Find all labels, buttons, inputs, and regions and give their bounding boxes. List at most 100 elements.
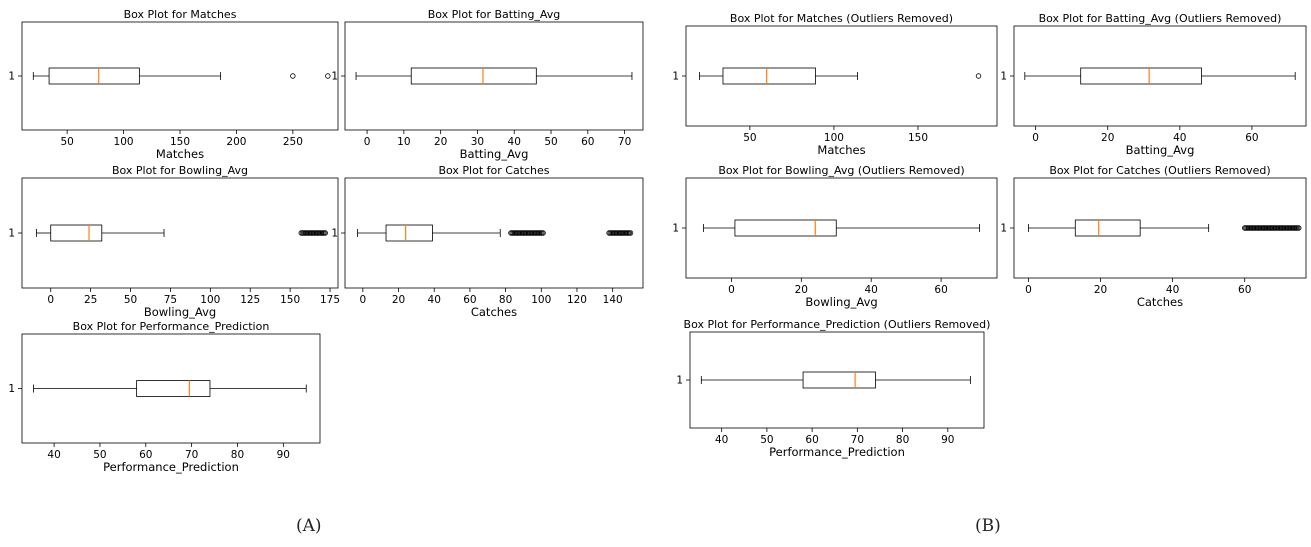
x-tick-label: 40	[715, 434, 728, 446]
x-tick-label: 100	[200, 294, 220, 306]
x-tick-label: 60	[805, 434, 818, 446]
iqr-box	[802, 371, 876, 389]
x-tick-label: 0	[360, 294, 367, 306]
x-tick-label: 60	[1238, 284, 1251, 296]
boxplot-4: Box Plot for Catches 1 0 20 40 60 80 100 120 140 C…	[331, 164, 644, 319]
x-axis-label: Catches	[1137, 295, 1183, 309]
x-tick-label: 40	[47, 449, 60, 461]
x-tick-label: 0	[1032, 132, 1039, 144]
x-tick-label: 0	[728, 284, 735, 296]
outlier-point	[322, 230, 328, 236]
iqr-box	[734, 219, 837, 237]
y-tick-label: 1	[331, 71, 338, 83]
chart-title: Box Plot for Batting_Avg (Outliers Remov…	[1039, 12, 1282, 25]
x-tick-label: 70	[851, 434, 864, 446]
x-axis-label: Bowling_Avg	[805, 295, 877, 309]
x-tick-label: 20	[392, 294, 405, 306]
panel-label-b: (B)	[975, 516, 1001, 536]
boxplot-3: Box Plot for Bowling_Avg 1 0 25 50 75 100 125 15…	[8, 164, 340, 319]
x-tick-label: 60	[581, 136, 594, 148]
x-tick-label: 50	[124, 294, 137, 306]
x-tick-label: 70	[618, 136, 631, 148]
y-tick-label: 1	[1000, 71, 1007, 83]
iqr-box	[410, 67, 537, 85]
x-tick-label: 60	[463, 294, 476, 306]
x-tick-label: 40	[428, 294, 441, 306]
boxplot-10: Box Plot for Performance_Prediction (Out…	[676, 318, 990, 459]
x-tick-label: 20	[1101, 132, 1114, 144]
boxplot-5: Box Plot for Performance_Prediction 1 40 50…	[8, 320, 321, 474]
x-tick-label: 150	[280, 294, 300, 306]
x-tick-label: 50	[60, 136, 73, 148]
chart-title: Box Plot for Performance_Prediction	[73, 320, 270, 333]
y-tick-label: 1	[331, 228, 338, 240]
outlier-point	[627, 230, 634, 236]
iqr-box	[48, 67, 140, 85]
x-tick-label: 100	[531, 294, 551, 306]
x-tick-label: 40	[1173, 132, 1186, 144]
iqr-box	[136, 380, 211, 397]
chart-title: Box Plot for Matches (Outliers Removed)	[730, 12, 953, 25]
x-tick-label: 40	[865, 284, 878, 296]
x-axis-label: Bowling_Avg	[144, 305, 216, 319]
boxplot-6: Box Plot for Matches (Outliers Removed) 1…	[672, 12, 998, 157]
x-axis-label: Matches	[156, 147, 204, 161]
chart-title: Box Plot for Bowling_Avg	[112, 164, 248, 177]
outlier-point	[290, 73, 296, 79]
outlier-point	[325, 73, 331, 79]
x-tick-label: 100	[824, 132, 844, 144]
x-tick-label: 125	[240, 294, 260, 306]
y-tick-label: 1	[676, 375, 683, 387]
y-tick-label: 1	[1000, 223, 1007, 235]
plot-area	[21, 177, 339, 289]
x-tick-label: 90	[941, 434, 954, 446]
x-tick-label: 90	[277, 449, 290, 461]
iqr-box	[1074, 219, 1141, 237]
x-tick-label: 40	[1166, 284, 1179, 296]
x-tick-label: 120	[567, 294, 587, 306]
x-tick-label: 200	[226, 136, 246, 148]
outlier-point	[1296, 225, 1302, 231]
x-tick-label: 70	[185, 449, 198, 461]
x-tick-label: 80	[231, 449, 244, 461]
x-tick-label: 150	[908, 132, 928, 144]
x-tick-label: 0	[1025, 284, 1032, 296]
x-tick-label: 75	[164, 294, 177, 306]
x-axis-label: Matches	[817, 143, 865, 157]
x-tick-label: 250	[283, 136, 303, 148]
chart-title: Box Plot for Performance_Prediction (Out…	[684, 318, 991, 331]
y-tick-label: 1	[8, 383, 15, 395]
x-tick-label: 50	[743, 132, 756, 144]
y-tick-label: 1	[8, 228, 15, 240]
outlier-point	[540, 230, 546, 236]
y-tick-label: 1	[672, 71, 679, 83]
boxplot-8: Box Plot for Bowling_Avg (Outliers Remov…	[672, 164, 998, 309]
x-tick-label: 50	[760, 434, 773, 446]
x-tick-label: 60	[139, 449, 152, 461]
iqr-box	[722, 67, 816, 85]
x-tick-label: 60	[934, 284, 947, 296]
x-tick-label: 60	[1245, 132, 1258, 144]
x-tick-label: 80	[896, 434, 909, 446]
x-axis-label: Catches	[471, 305, 517, 319]
x-tick-label: 30	[471, 136, 484, 148]
x-tick-label: 100	[114, 136, 134, 148]
chart-title: Box Plot for Matches	[124, 8, 237, 21]
y-tick-label: 1	[672, 223, 679, 235]
chart-title: Box Plot for Bowling_Avg (Outliers Remov…	[718, 164, 964, 177]
x-axis-label: Performance_Prediction	[103, 460, 239, 474]
y-tick-label: 1	[8, 71, 15, 83]
boxplot-7: Box Plot for Batting_Avg (Outliers Remov…	[1000, 12, 1307, 157]
boxplot-9: Box Plot for Catches (Outliers Removed) 1…	[1000, 164, 1307, 309]
x-axis-label: Performance_Prediction	[769, 445, 905, 459]
x-tick-label: 10	[397, 136, 410, 148]
x-tick-label: 25	[84, 294, 97, 306]
x-tick-label: 20	[1094, 284, 1107, 296]
outlier-point	[975, 73, 982, 79]
x-tick-label: 20	[795, 284, 808, 296]
x-tick-label: 20	[434, 136, 447, 148]
x-axis-label: Batting_Avg	[460, 147, 529, 161]
